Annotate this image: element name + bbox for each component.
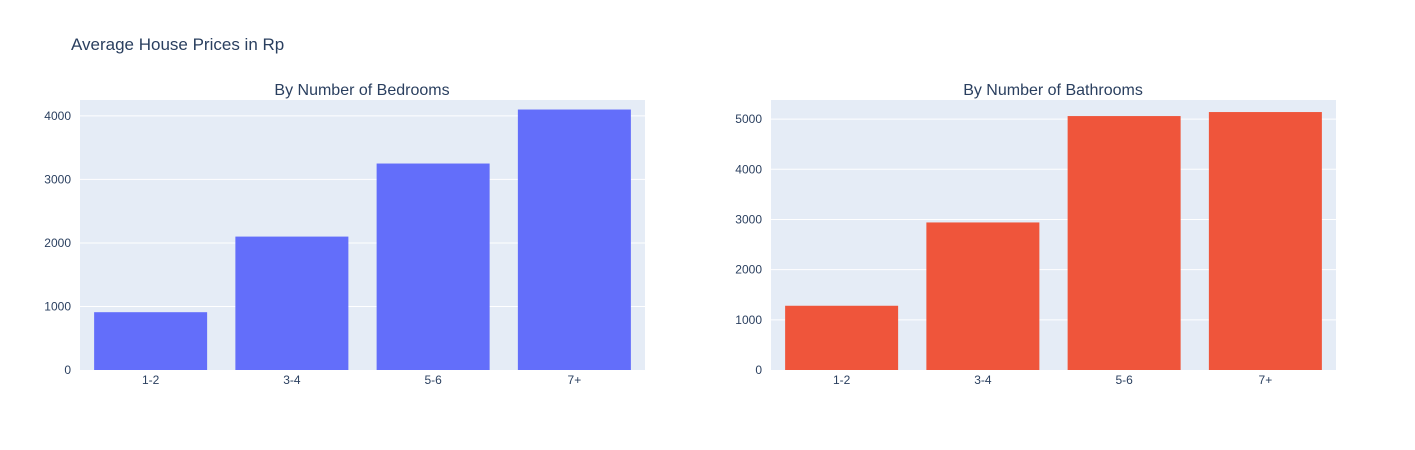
bedrooms-y-tick-label: 2000 bbox=[44, 236, 71, 250]
bathrooms-chart-title: By Number of Bathrooms bbox=[963, 82, 1143, 99]
bedrooms-y-tick-label: 0 bbox=[64, 363, 71, 377]
bedrooms-bar-5-6[interactable] bbox=[376, 163, 490, 370]
bathrooms-y-tick-label: 1000 bbox=[735, 313, 762, 327]
bedrooms-x-tick-label: 7+ bbox=[568, 373, 582, 387]
bathrooms-x-tick-label: 5-6 bbox=[1115, 373, 1133, 387]
bathrooms-x-ticks: 1-2 3-4 5-6 7+ bbox=[833, 373, 1272, 387]
bathrooms-bar-3-4[interactable] bbox=[926, 222, 1040, 370]
bedrooms-chart-title: By Number of Bedrooms bbox=[274, 82, 449, 99]
bathrooms-bar-5-6[interactable] bbox=[1067, 116, 1181, 370]
bathrooms-chart: By Number of Bathrooms 0 1000 2000 3000 4000… bbox=[735, 82, 1336, 387]
bathrooms-y-tick-label: 5000 bbox=[735, 112, 762, 126]
bathrooms-y-tick-label: 0 bbox=[755, 363, 762, 377]
bathrooms-bar-7+[interactable] bbox=[1208, 112, 1322, 370]
bedrooms-y-tick-label: 1000 bbox=[44, 299, 71, 313]
bathrooms-y-ticks: 0 1000 2000 3000 4000 5000 bbox=[735, 112, 762, 377]
bedrooms-x-tick-label: 3-4 bbox=[283, 373, 301, 387]
bathrooms-bars bbox=[785, 112, 1322, 370]
bedrooms-bar-1-2[interactable] bbox=[94, 312, 208, 370]
bedrooms-x-ticks: 1-2 3-4 5-6 7+ bbox=[142, 373, 581, 387]
bathrooms-x-tick-label: 3-4 bbox=[974, 373, 992, 387]
bathrooms-y-tick-label: 3000 bbox=[735, 212, 762, 226]
bedrooms-chart: By Number of Bedrooms 01000200030004000 … bbox=[44, 82, 645, 387]
bathrooms-x-tick-label: 1-2 bbox=[833, 373, 851, 387]
bathrooms-y-tick-label: 4000 bbox=[735, 162, 762, 176]
bedrooms-bar-7+[interactable] bbox=[517, 109, 631, 370]
bedrooms-y-ticks: 0 1000 2000 3000 4000 bbox=[44, 109, 71, 377]
bathrooms-bar-1-2[interactable] bbox=[785, 305, 899, 370]
bathrooms-x-tick-label: 7+ bbox=[1259, 373, 1273, 387]
bedrooms-y-tick-label: 4000 bbox=[44, 109, 71, 123]
figure-title: Average House Prices in Rp bbox=[71, 35, 284, 54]
bedrooms-x-tick-label: 1-2 bbox=[142, 373, 160, 387]
bedrooms-bars bbox=[94, 109, 631, 370]
bedrooms-x-tick-label: 5-6 bbox=[424, 373, 442, 387]
bathrooms-y-tick-label: 2000 bbox=[735, 263, 762, 277]
bedrooms-bar-3-4[interactable] bbox=[235, 236, 349, 370]
bedrooms-y-tick-label: 3000 bbox=[44, 172, 71, 186]
